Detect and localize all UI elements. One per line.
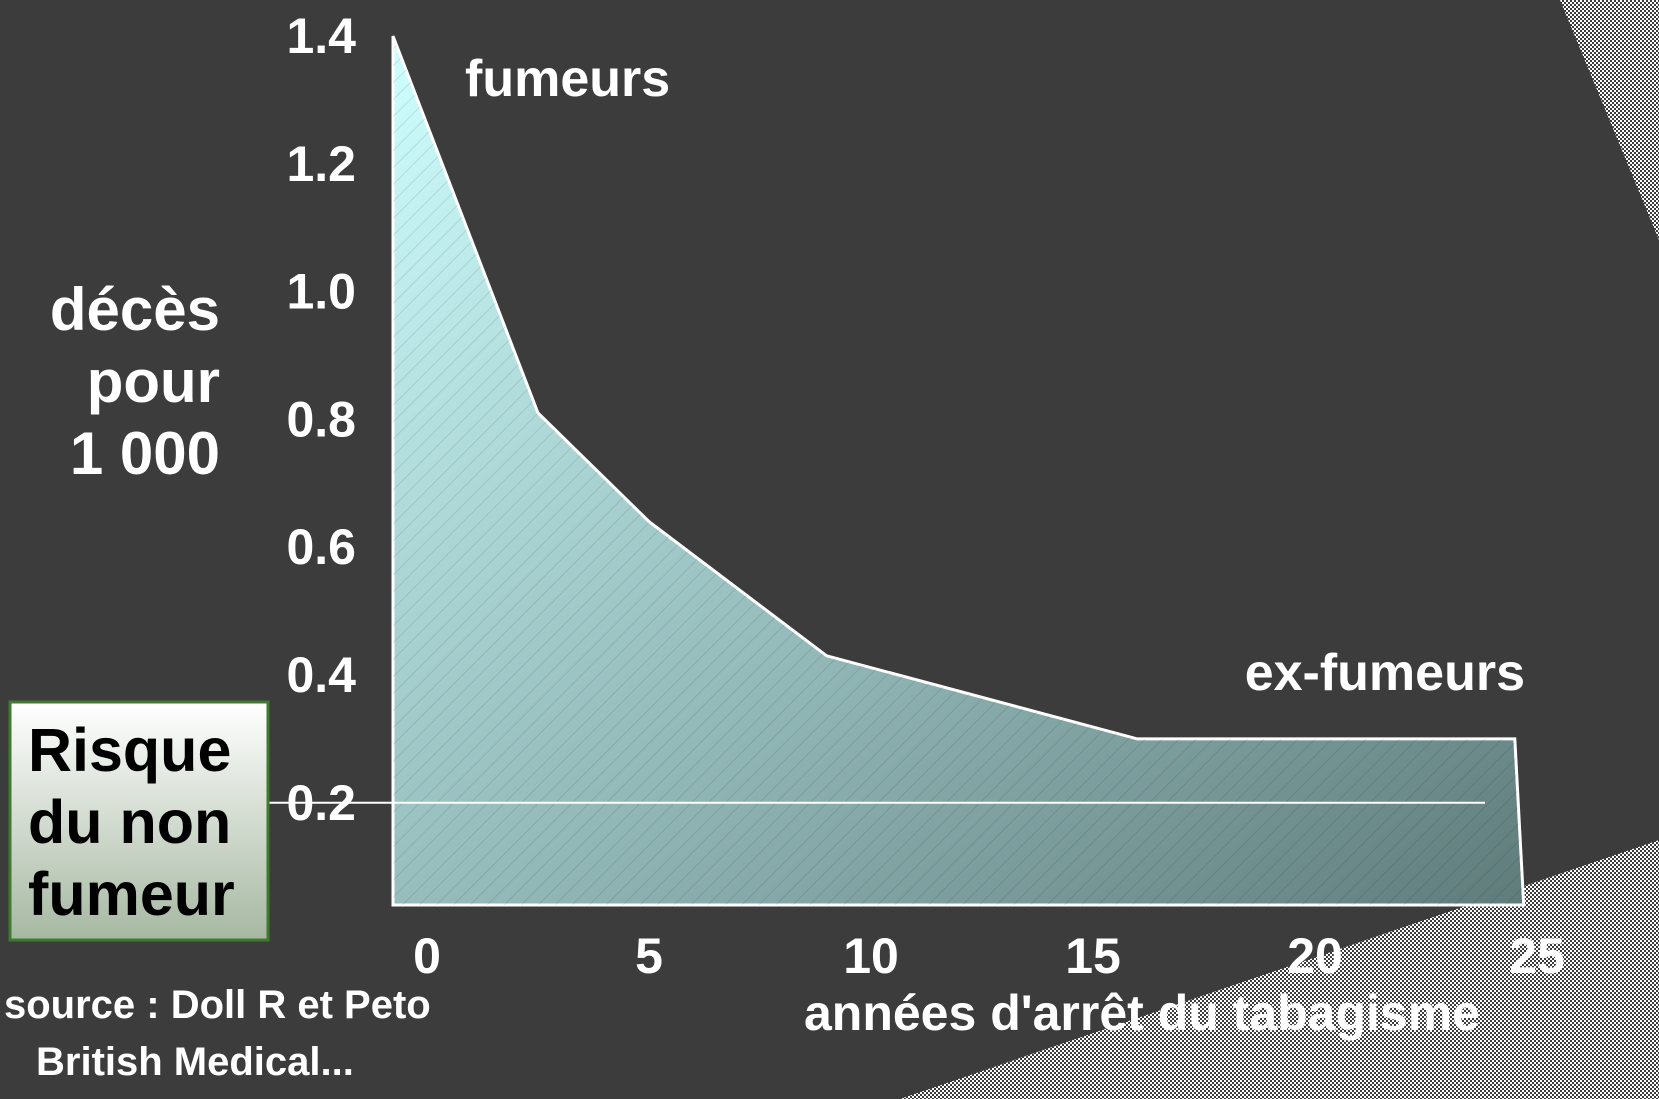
x-tick-label: 20	[1287, 928, 1343, 984]
non-smoker-risk-box: Risque du non fumeur	[8, 700, 270, 942]
non-smoker-risk-box-background	[8, 700, 270, 942]
y-axis-label-line-3: 1 000	[70, 420, 220, 487]
y-tick-label: 0.8	[286, 391, 356, 447]
y-axis-label-line-2: pour	[87, 348, 220, 415]
x-axis-ticks: 0 5 10 15 20 25	[413, 928, 1565, 984]
annotation-smokers: fumeurs	[465, 50, 670, 108]
x-axis-label: années d'arrêt du tabagisme	[804, 985, 1480, 1041]
y-axis-label-line-1: décès	[50, 276, 220, 343]
x-tick-label: 0	[413, 928, 441, 984]
risk-area-hatching	[393, 36, 1524, 905]
y-tick-label: 0.6	[286, 519, 356, 575]
non-smoker-risk-box-line-1: Risque	[28, 716, 231, 784]
x-tick-label: 15	[1065, 928, 1121, 984]
plot-area	[268, 35, 1526, 907]
non-smoker-risk-box-line-2: du non	[28, 788, 231, 856]
source-line-1: source : Doll R et Peto	[4, 983, 431, 1027]
y-tick-label: 1.2	[286, 136, 356, 192]
y-tick-label: 0.2	[286, 775, 356, 831]
corner-decoration-top	[1560, 0, 1659, 240]
y-tick-label: 1.0	[286, 264, 356, 320]
x-tick-label: 5	[635, 928, 663, 984]
y-tick-label: 0.4	[286, 647, 356, 703]
x-tick-label: 10	[843, 928, 899, 984]
x-tick-label: 25	[1509, 928, 1565, 984]
non-smoker-risk-box-line-3: fumeur	[28, 860, 235, 928]
annotation-ex-smokers: ex-fumeurs	[1245, 644, 1525, 702]
source-line-2: British Medical...	[36, 1040, 354, 1084]
y-tick-label: 1.4	[286, 8, 356, 64]
y-axis-ticks: 1.4 1.2 1.0 0.8 0.6 0.4 0.2	[286, 8, 356, 831]
